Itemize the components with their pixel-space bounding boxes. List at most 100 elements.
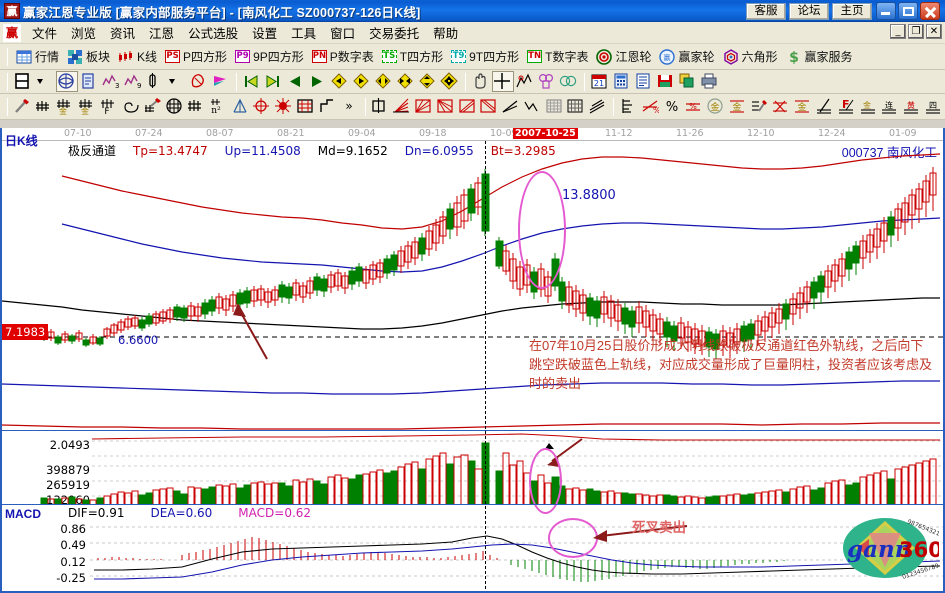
flag-button[interactable] <box>210 71 232 92</box>
square-tool-button[interactable] <box>370 96 392 117</box>
parallel-button[interactable] <box>587 96 609 117</box>
ink-button[interactable] <box>749 96 771 117</box>
circle-grid-button[interactable] <box>164 96 186 117</box>
menu-item-gann[interactable]: 江恩 <box>149 27 175 41</box>
expand-v-button[interactable] <box>417 71 439 92</box>
toolbar-p-square[interactable]: PS P四方形 <box>161 47 231 66</box>
fan-box3-button[interactable] <box>457 96 479 117</box>
pattern-button[interactable] <box>188 71 210 92</box>
brain-button[interactable] <box>558 71 580 92</box>
gold-slash-button[interactable]: 金 <box>858 96 880 117</box>
box-ret-button[interactable]: 黄 <box>901 96 923 117</box>
toolbar-t-square[interactable]: TS T四方形 <box>378 47 447 66</box>
last-page-button[interactable] <box>263 71 285 92</box>
calendar-dropdown-button[interactable] <box>34 71 56 92</box>
fan-f-button[interactable]: F <box>99 96 121 117</box>
mdi-minimize-icon[interactable]: _ <box>890 24 906 39</box>
wave9-button[interactable]: 9 <box>122 71 144 92</box>
move-button[interactable] <box>439 71 461 92</box>
menu-item-formula-pick[interactable]: 公式选股 <box>188 27 239 41</box>
toolbar-p-number-table[interactable]: PN P数字表 <box>308 47 378 66</box>
menu-item-help[interactable]: 帮助 <box>433 27 459 41</box>
toolbar-blocks[interactable]: 板块 <box>63 47 114 66</box>
f-ret-button[interactable]: F <box>836 96 858 117</box>
percent-button[interactable]: % <box>662 96 684 117</box>
grid2-button[interactable] <box>566 96 588 117</box>
hand-button[interactable] <box>470 71 492 92</box>
pct-line-button[interactable]: % <box>683 96 705 117</box>
step-button[interactable] <box>317 96 339 117</box>
capsule-dropdown-button[interactable] <box>166 71 188 92</box>
target-button[interactable] <box>252 96 274 117</box>
target-red-button[interactable] <box>273 96 295 117</box>
forum-button[interactable]: 论坛 <box>789 2 829 20</box>
connect-button[interactable]: 连 <box>879 96 901 117</box>
mdi-restore-icon[interactable]: ❐ <box>908 24 924 39</box>
next-button[interactable] <box>307 71 329 92</box>
scroll-right-button[interactable] <box>351 71 373 92</box>
menu-item-settings[interactable]: 设置 <box>252 27 278 41</box>
close-icon[interactable] <box>920 2 940 20</box>
toolbar-kline[interactable]: K线 <box>114 47 161 66</box>
four-button[interactable]: 四 <box>923 96 945 117</box>
gold-circle-button[interactable]: 金 <box>705 96 727 117</box>
gold-fork2-button[interactable]: 金 <box>77 96 99 117</box>
fork2-button[interactable] <box>186 96 208 117</box>
fork-tool-button[interactable] <box>34 96 56 117</box>
crosshair-button[interactable] <box>492 71 514 92</box>
expand-h-button[interactable] <box>373 71 395 92</box>
pct-red-button[interactable]: % <box>640 96 662 117</box>
contract-h-button[interactable] <box>395 71 417 92</box>
more-tools-button[interactable]: » <box>339 96 361 117</box>
slash-ret-button[interactable] <box>814 96 836 117</box>
scroll-left-button[interactable] <box>329 71 351 92</box>
customer-service-button[interactable]: 客服 <box>746 2 786 20</box>
calendar21-button[interactable]: 21 <box>589 71 611 92</box>
prev-button[interactable] <box>285 71 307 92</box>
chart-canvas[interactable]: 07-10 07-24 08-07 08-21 09-04 09-18 10-0… <box>2 128 943 589</box>
fan-box2-button[interactable] <box>435 96 457 117</box>
fan-ret-button[interactable] <box>771 96 793 117</box>
toolbar-winner-service[interactable]: $ 赢家服务 <box>782 47 857 66</box>
copy-button[interactable] <box>677 71 699 92</box>
notes-button[interactable] <box>633 71 655 92</box>
peak-button[interactable] <box>514 71 536 92</box>
homepage-button[interactable]: 主页 <box>832 2 872 20</box>
mdi-close-icon[interactable]: ✕ <box>926 24 942 39</box>
clipboard-button[interactable] <box>78 71 100 92</box>
print-button[interactable] <box>699 71 721 92</box>
angle-button[interactable] <box>230 96 252 117</box>
menu-item-window[interactable]: 窗口 <box>330 27 356 41</box>
ladder-button[interactable] <box>618 96 640 117</box>
wave3-button[interactable]: 3 <box>100 71 122 92</box>
fan-box-button[interactable] <box>413 96 435 117</box>
fan-box4-button[interactable] <box>478 96 500 117</box>
toolbar-hexagon[interactable]: 六角形 <box>719 47 782 66</box>
toolbar-9t-square[interactable]: T9 9T四方形 <box>447 47 523 66</box>
gold-ret-button[interactable]: 金 <box>792 96 814 117</box>
flower-button[interactable] <box>536 71 558 92</box>
pen-tool-button[interactable] <box>12 96 34 117</box>
box-grid-button[interactable] <box>295 96 317 117</box>
toolbar-t-number-table[interactable]: TN T数字表 <box>523 47 592 66</box>
maximize-icon[interactable] <box>898 2 918 20</box>
toolbar-quotes[interactable]: 行情 <box>12 47 63 66</box>
chart-container[interactable]: 07-10 07-24 08-07 08-21 09-04 09-18 10-0… <box>0 128 945 593</box>
toolbar-9p-square[interactable]: P9 9P四方形 <box>231 47 308 66</box>
calculator-button[interactable] <box>611 71 633 92</box>
menu-item-trade[interactable]: 交易委托 <box>369 27 420 41</box>
spiral-button[interactable] <box>121 96 143 117</box>
red-pen-button[interactable] <box>143 96 165 117</box>
fan-red-button[interactable] <box>391 96 413 117</box>
menu-item-tools[interactable]: 工具 <box>291 27 317 41</box>
save-button[interactable] <box>655 71 677 92</box>
capsule-button[interactable] <box>144 71 166 92</box>
menu-item-file[interactable]: 文件 <box>32 27 58 41</box>
calendar-day-button[interactable] <box>12 71 34 92</box>
trend-up-button[interactable] <box>500 96 522 117</box>
toolbar-gann-wheel[interactable]: 江恩轮 <box>592 47 655 66</box>
menu-item-browse[interactable]: 浏览 <box>71 27 97 41</box>
network-button[interactable] <box>56 71 78 92</box>
gold-bar-button[interactable]: 金 <box>727 96 749 117</box>
toolbar-winner-wheel[interactable]: 赢 赢家轮 <box>655 47 718 66</box>
